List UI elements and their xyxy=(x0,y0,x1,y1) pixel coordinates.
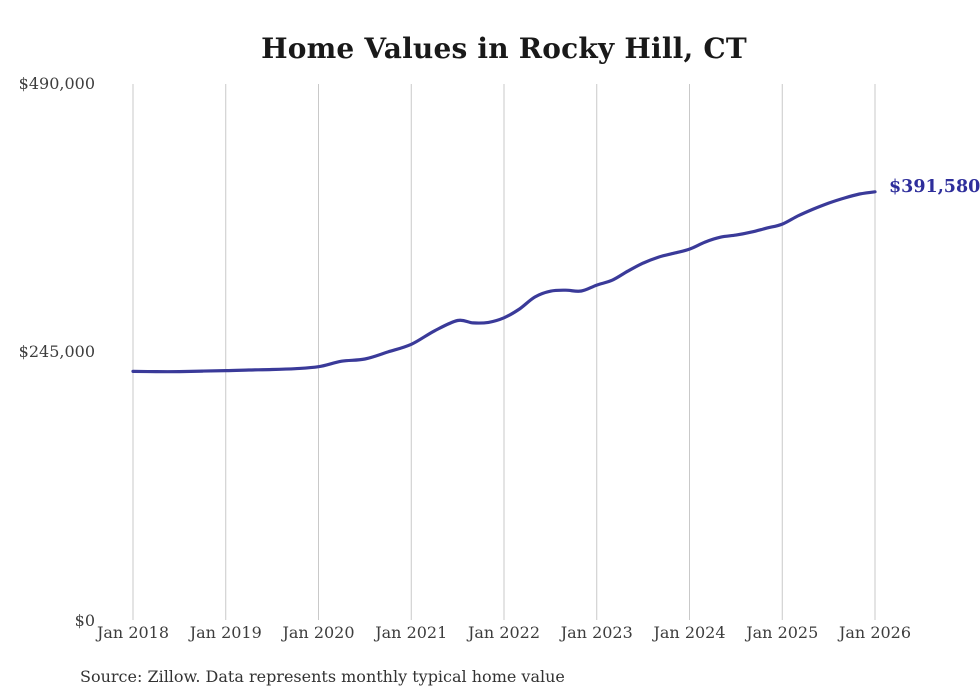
x-tick-label: Jan 2025 xyxy=(746,623,819,642)
x-tick-label: Jan 2022 xyxy=(467,623,541,642)
y-tick-label: $490,000 xyxy=(18,74,95,93)
y-tick-label: $245,000 xyxy=(18,342,95,362)
x-tick-label: Jan 2024 xyxy=(653,623,726,642)
x-tick-label: Jan 2019 xyxy=(189,623,262,642)
x-tick-label: Jan 2018 xyxy=(96,623,170,642)
source-note: Source: Zillow. Data represents monthly … xyxy=(80,667,565,686)
x-tick-label: Jan 2026 xyxy=(838,623,912,642)
x-tick-label: Jan 2021 xyxy=(375,623,448,642)
x-tick-label: Jan 2020 xyxy=(282,623,355,642)
chart-title: Home Values in Rocky Hill, CT xyxy=(261,32,747,65)
y-tick-label: $0 xyxy=(74,610,95,630)
home-value-line xyxy=(131,190,877,374)
end-value-label: $391,580 xyxy=(889,176,980,197)
x-tick-label: Jan 2023 xyxy=(560,623,633,642)
